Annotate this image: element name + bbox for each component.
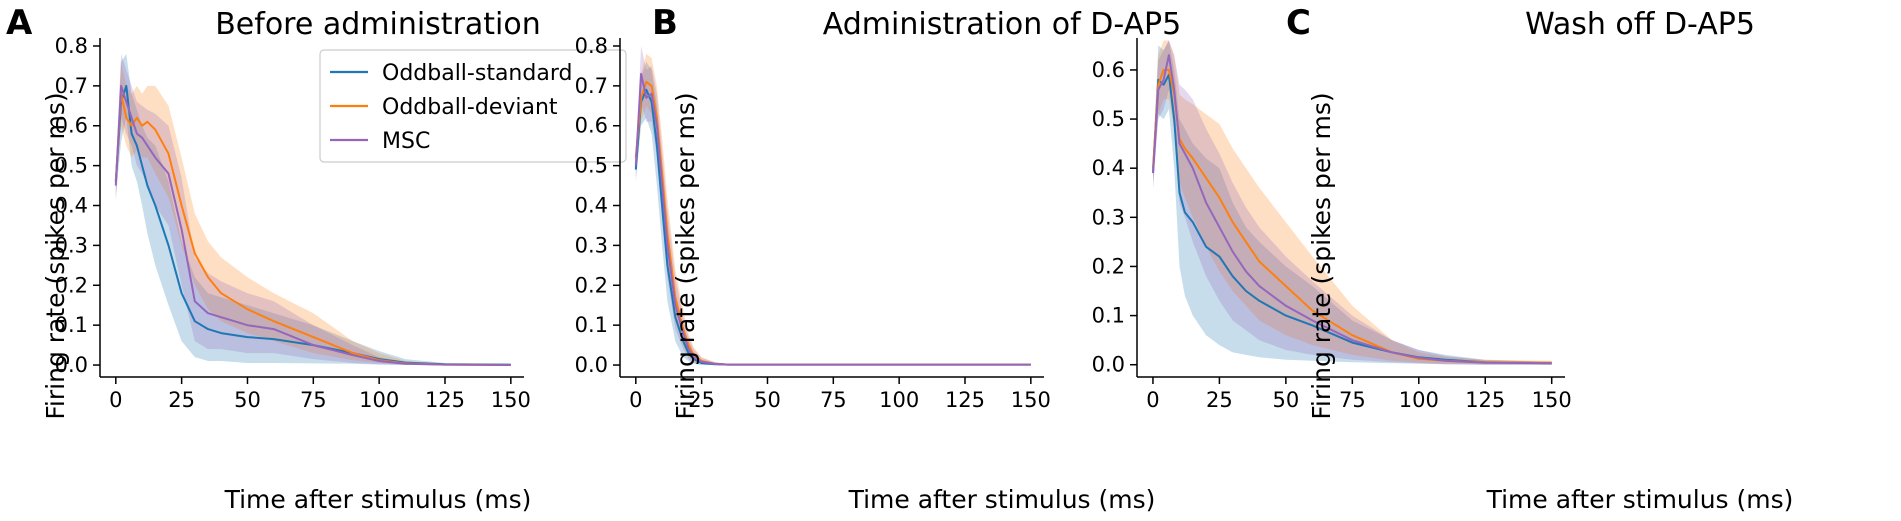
legend-entry-msc: MSC (382, 129, 430, 154)
panel-a-x-ticks: 0 25 50 75 100 125 150 (109, 377, 531, 412)
panel-a-x-tick-label: 100 (359, 388, 399, 412)
legend-entry-oddball-standard: Oddball-standard (382, 61, 572, 86)
panel-b-x-tick-label: 75 (820, 388, 847, 412)
panel-letter-c: C (1286, 3, 1311, 43)
panel-b-y-tick-label: 0.0 (575, 353, 608, 377)
panel-letter-a: A (6, 3, 33, 43)
panel-c-x-ticks: 0 25 50 75 100 125 150 (1146, 377, 1572, 412)
panel-a-axes (99, 38, 524, 378)
panel-b-x-tick-label: 100 (879, 388, 919, 412)
panel-a-x-tick-label: 25 (168, 388, 195, 412)
panel-a-series-lines (114, 84, 511, 366)
panel-c: C Wash off D-AP5 0 25 50 75 100 125 150 0.0 0.1… (1092, 3, 1794, 514)
panel-a-y-tick-label: 0.0 (55, 353, 88, 377)
panel-a-x-tick-label: 75 (300, 388, 327, 412)
panel-b-x-tick-label: 125 (945, 388, 985, 412)
panel-a-y-tick-label: 0.1 (55, 313, 88, 337)
panel-b-y-tick-label: 0.4 (575, 194, 608, 218)
panel-letter-b: B (652, 3, 678, 43)
panel-a-y-tick-label: 0.4 (55, 194, 88, 218)
panel-c-x-tick-label: 50 (1273, 388, 1300, 412)
panel-a-y-tick-label: 0.6 (55, 114, 88, 138)
panel-c-band-oddball-standard (1153, 40, 1552, 365)
panel-a-band-oddball-deviant (115, 61, 511, 366)
panel-c-y-tick-label: 0.4 (1092, 156, 1125, 180)
panel-c-line-msc (1152, 54, 1552, 365)
panel-a-band-msc (115, 54, 511, 365)
panel-c-x-axis-label: Time after stimulus (ms) (1486, 485, 1794, 514)
panel-c-x-tick-label: 125 (1465, 388, 1505, 412)
panel-b-x-tick-label: 25 (688, 388, 715, 412)
panel-b: B Administration of D-AP5 0 25 50 75 100 125 1… (575, 3, 1182, 514)
panel-c-y-axis-label: Firing rate (spikes per ms) (1307, 92, 1336, 419)
panel-b-y-tick-label: 0.6 (575, 114, 608, 138)
panel-b-y-tick-label: 0.1 (575, 313, 608, 337)
panel-a-y-tick-label: 0.8 (55, 34, 88, 58)
panel-a: A Before administration 0 25 50 75 100 125 150… (6, 3, 627, 514)
panel-c-y-tick-label: 0.1 (1092, 304, 1125, 328)
panel-a-x-tick-label: 125 (425, 388, 465, 412)
panel-a-x-tick-label: 50 (234, 388, 261, 412)
panel-c-y-tick-label: 0.6 (1092, 58, 1125, 82)
panel-b-y-tick-label: 0.5 (575, 154, 608, 178)
panel-b-title: Administration of D-AP5 (823, 7, 1181, 42)
panel-b-x-tick-label: 150 (1011, 388, 1051, 412)
panel-a-line-msc (114, 84, 511, 366)
panel-c-series-lines (1152, 54, 1552, 365)
panel-a-x-axis-label: Time after stimulus (ms) (224, 485, 532, 514)
panel-c-y-ticks: 0.0 0.1 0.2 0.3 0.4 0.5 0.6 (1092, 58, 1137, 377)
panel-a-title: Before administration (215, 7, 541, 42)
panel-b-x-axis-label: Time after stimulus (ms) (848, 485, 1156, 514)
panel-c-x-tick-label: 150 (1532, 388, 1572, 412)
panel-b-y-ticks: 0.0 0.1 0.2 0.3 0.4 0.5 0.6 0.7 0.8 (575, 34, 620, 377)
panel-c-y-tick-label: 0.5 (1092, 107, 1125, 131)
panel-c-y-tick-label: 0.2 (1092, 254, 1125, 278)
panel-b-axes (619, 38, 1044, 378)
legend-frame (319, 49, 627, 163)
panel-c-axes (1136, 38, 1565, 378)
panel-a-y-axis-label: Firing rate (spikes per ms) (41, 92, 70, 419)
panel-c-x-tick-label: 100 (1399, 388, 1439, 412)
panel-b-band-oddball-standard (635, 61, 1031, 366)
panel-b-y-tick-label: 0.7 (575, 74, 608, 98)
legend-entry-oddball-deviant: Oddball-deviant (382, 95, 558, 120)
panel-b-y-axis-label: Firing rate (spikes per ms) (671, 92, 700, 419)
panel-a-x-tick-label: 0 (109, 388, 122, 412)
panel-b-x-tick-label: 50 (754, 388, 781, 412)
panel-b-x-ticks: 0 25 50 75 100 125 150 (629, 377, 1051, 412)
panel-c-band-msc (1153, 40, 1552, 365)
panel-a-y-tick-label: 0.7 (55, 74, 88, 98)
panel-a-y-tick-label: 0.2 (55, 273, 88, 297)
panel-c-y-tick-label: 0.0 (1092, 353, 1125, 377)
panel-b-y-tick-label: 0.8 (575, 34, 608, 58)
panel-b-y-tick-label: 0.3 (575, 233, 608, 257)
panel-b-confidence-bands (635, 46, 1031, 366)
panel-c-x-tick-label: 25 (1206, 388, 1233, 412)
panel-b-line-msc (634, 72, 1031, 366)
panel-a-x-tick-label: 150 (491, 388, 531, 412)
panel-c-title: Wash off D-AP5 (1525, 7, 1755, 42)
panel-b-y-tick-label: 0.2 (575, 273, 608, 297)
panel-a-y-tick-label: 0.3 (55, 233, 88, 257)
panel-a-confidence-bands (115, 54, 511, 366)
panel-b-series-lines (634, 72, 1031, 366)
panel-c-confidence-bands (1153, 40, 1552, 365)
panel-c-y-tick-label: 0.3 (1092, 205, 1125, 229)
legend: Oddball-standard Oddball-deviant MSC (319, 49, 627, 163)
panel-a-y-tick-label: 0.5 (55, 154, 88, 178)
panel-c-x-tick-label: 0 (1146, 388, 1159, 412)
panel-c-x-tick-label: 75 (1339, 388, 1366, 412)
panel-a-y-ticks: 0.0 0.1 0.2 0.3 0.4 0.5 0.6 0.7 0.8 (55, 34, 100, 377)
panel-c-band-oddball-deviant (1153, 40, 1552, 365)
panel-b-x-tick-label: 0 (629, 388, 642, 412)
